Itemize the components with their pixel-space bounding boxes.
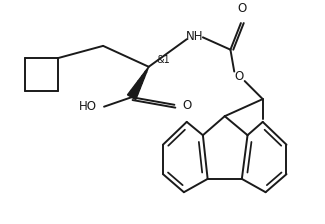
Text: O: O: [182, 99, 191, 112]
Polygon shape: [127, 67, 149, 99]
Text: NH: NH: [186, 30, 203, 43]
Text: &1: &1: [156, 55, 170, 65]
Text: O: O: [234, 70, 244, 83]
Text: O: O: [237, 2, 246, 15]
Text: HO: HO: [78, 100, 97, 113]
